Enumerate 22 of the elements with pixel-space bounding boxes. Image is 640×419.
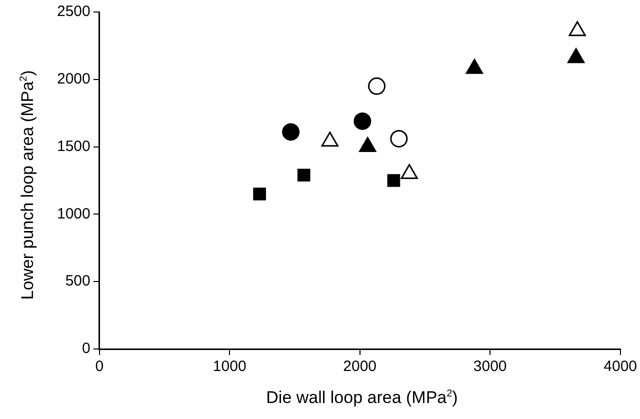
y-tick-label: 2500 (56, 3, 90, 20)
point (253, 188, 266, 200)
x-tick-label: 2000 (343, 358, 377, 376)
x-tick-label: 0 (95, 358, 104, 376)
x-axis-title: Die wall loop area (MPa$^{2}$) (265, 388, 459, 408)
x-tick-label: 1000 (212, 358, 246, 376)
point (466, 58, 483, 74)
point (354, 112, 372, 130)
point (387, 174, 400, 187)
point (368, 77, 386, 95)
x-tick-label: 4000 (604, 358, 638, 376)
y-tick-label: 1500 (56, 138, 90, 155)
point (390, 130, 408, 148)
point (297, 168, 310, 182)
y-tick-label: 1000 (56, 205, 90, 222)
y-tick-label: 0 (82, 340, 90, 358)
y-tick-label: 2000 (56, 70, 90, 88)
point (282, 123, 300, 141)
x-tick-label: 3000 (473, 358, 507, 376)
point (568, 21, 586, 36)
point (567, 48, 585, 64)
y-tick-label: 500 (65, 272, 90, 290)
